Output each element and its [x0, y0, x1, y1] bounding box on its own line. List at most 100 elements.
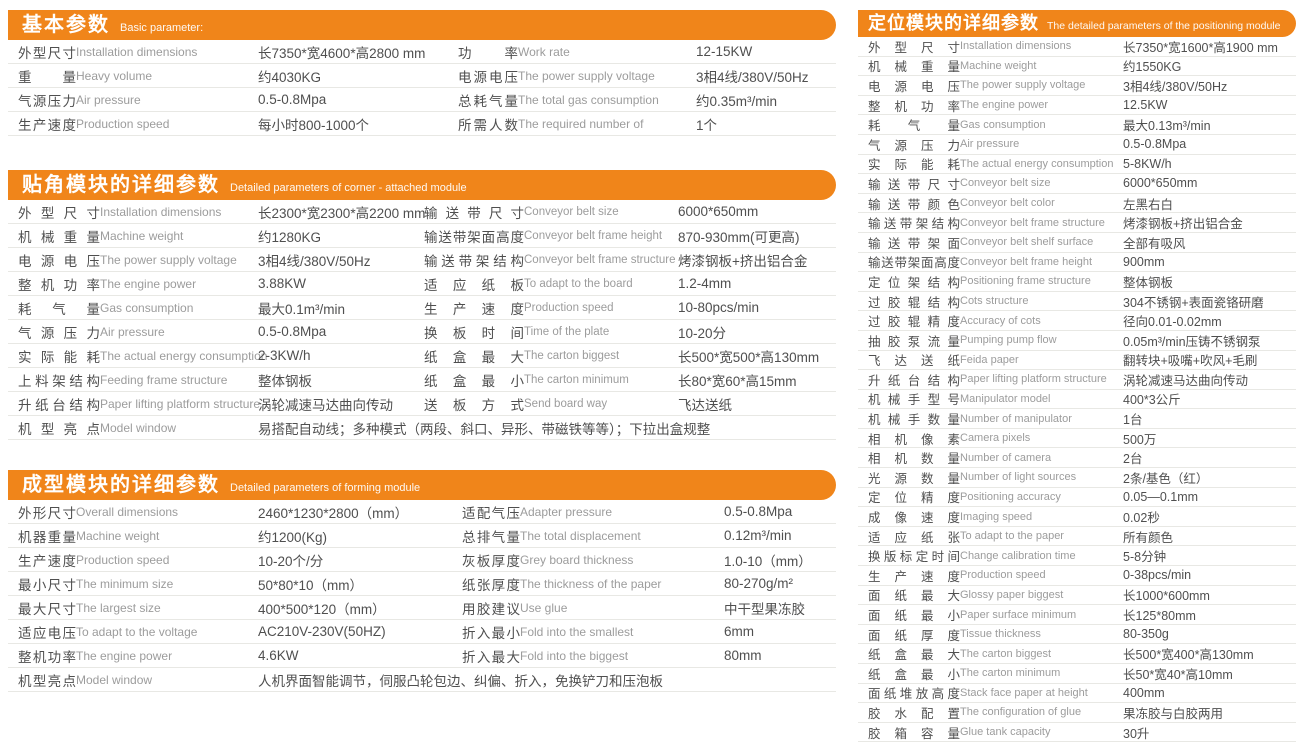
spec-label-en: Fold into the smallest — [520, 624, 634, 639]
spec-label-en: Conveyor belt frame structure — [524, 253, 676, 266]
spec-value: 飞达送纸 — [678, 397, 732, 413]
spec-label-cn: 升纸台结构 — [18, 397, 100, 413]
spec-row: 重量 Heavy volume 约4030KG — [8, 64, 422, 88]
spec-label-cn: 纸盒最大 — [868, 648, 960, 663]
spec-label-cn: 胶箱容量 — [868, 726, 960, 741]
spec-row: 定位架结构 Positioning frame structure 整体钢板 — [858, 272, 1296, 292]
spec-label-cn: 整机功率 — [18, 277, 100, 293]
spec-label-cn: 胶水配置 — [868, 706, 960, 721]
spec-value: 长500*宽500*高130mm — [678, 349, 820, 365]
spec-label-en: Installation dimensions — [960, 40, 1072, 53]
spec-value: 4.6KW — [258, 648, 299, 663]
spec-label-en: The engine power — [960, 99, 1049, 112]
spec-label-cn: 最大尺寸 — [18, 601, 76, 617]
spec-row: 面纸厚度 Tissue thickness 80-350g — [858, 625, 1296, 645]
spec-label-cn: 机械手数量 — [868, 413, 960, 428]
section-title-cn: 基本参数 — [22, 14, 110, 36]
spec-row: 输送带架结构 Conveyor belt frame structure 烤漆钢… — [858, 213, 1296, 233]
spec-value: 400mm — [1123, 685, 1165, 700]
spec-value: 2460*1230*2800（mm） — [258, 505, 409, 521]
spec-value: 长2300*宽2300*高2200 mm — [258, 205, 426, 221]
section-header-corner: 贴角模块的详细参数 Detailed parameters of corner … — [8, 170, 836, 200]
spec-label-en: Glossy paper biggest — [960, 588, 1064, 601]
spec-row: 实际能耗 The actual energy consumption 5-8KW… — [858, 155, 1296, 175]
spec-row: 面纸最大 Glossy paper biggest 长1000*600mm — [858, 586, 1296, 606]
spec-row: 耗气量 Gas consumption 最大0.13m³/min — [858, 115, 1296, 135]
spec-column: 外型尺寸 Installation dimensions 长7350*宽1600… — [858, 37, 1296, 743]
spec-label-en: Conveyor belt frame structure — [960, 216, 1105, 229]
spec-row: 适配气压 Adapter pressure 0.5-0.8Mpa — [422, 500, 836, 524]
spec-row: 整机功率 The engine power 4.6KW — [8, 644, 422, 668]
spec-row: 电源电压 The power supply voltage 3相4线/380V/… — [8, 248, 422, 272]
spec-row: 生产速度 Production speed 每小时800-1000个 — [8, 112, 422, 136]
spec-row: 整机功率 The engine power 12.5KW — [858, 96, 1296, 116]
spec-label-en: Machine weight — [100, 228, 184, 243]
spec-row: 过胶辊精度 Accuracy of cots 径向0.01-0.02mm — [858, 311, 1296, 331]
spec-row: 最小尺寸 The minimum size 50*80*10（mm） — [8, 572, 422, 596]
spec-value: 长7350*宽4600*高2800 mm — [258, 45, 426, 61]
spec-value: 5-8KW/h — [1123, 156, 1172, 171]
spec-label-en: The power supply voltage — [960, 79, 1086, 92]
spec-label-cn: 气源压力 — [18, 93, 76, 109]
spec-row-model-highlights: 机型亮点 Model window 易搭配自动线；多种模式（两段、斜口、异形、带… — [8, 416, 836, 440]
spec-label-cn: 输送带架面 — [868, 236, 960, 251]
spec-value: 径向0.01-0.02mm — [1123, 315, 1222, 330]
spec-row: 气源压力 Air pressure 0.5-0.8Mpa — [8, 320, 422, 344]
spec-label-cn: 外型尺寸 — [18, 45, 76, 61]
spec-label-en: Positioning accuracy — [960, 490, 1061, 503]
spec-value: 涡轮减速马达曲向传动 — [1123, 373, 1249, 388]
spec-label-en: To adapt to the voltage — [76, 624, 198, 639]
spec-value: 涡轮减速马达曲向传动 — [258, 397, 393, 413]
spec-row: 输送带尺寸 Conveyor belt size 6000*650mm — [422, 200, 836, 224]
spec-label-en: The minimum size — [76, 576, 174, 591]
spec-label-en: Machine weight — [76, 528, 160, 543]
spec-value: 500万 — [1123, 432, 1157, 447]
spec-label-cn: 总排气量 — [462, 529, 520, 545]
spec-value: 0-38pcs/min — [1123, 568, 1192, 583]
spec-row: 生产速度 Production speed 0-38pcs/min — [858, 566, 1296, 586]
spec-value: 80mm — [724, 648, 762, 663]
section-title-en: The detailed parameters of the positioni… — [1047, 20, 1281, 32]
spec-row: 外型尺寸 Installation dimensions 长2300*宽2300… — [8, 200, 426, 224]
spec-label-cn: 整机功率 — [868, 99, 960, 114]
spec-value: 最大0.1m³/min — [258, 301, 346, 317]
spec-value: 1个 — [696, 117, 718, 133]
spec-label-en: The power supply voltage — [518, 68, 655, 83]
spec-label-en: Paper lifting platform structure — [960, 373, 1107, 386]
spec-label-en: Conveyor belt color — [960, 197, 1055, 210]
spec-label-en: Feeding frame structure — [100, 372, 228, 387]
spec-label-en: Model window — [100, 420, 177, 435]
spec-label-en: Accuracy of cots — [960, 314, 1041, 327]
spec-label-cn: 定位架结构 — [868, 275, 960, 290]
spec-label-cn: 生产速度 — [868, 569, 960, 584]
spec-value: 10-20分 — [678, 325, 727, 341]
section-title-en: Basic parameter: — [120, 22, 204, 34]
spec-label-en: Conveyor belt frame height — [524, 229, 663, 242]
spec-label-cn: 输送带架结构 — [868, 217, 960, 232]
spec-value: 6000*650mm — [678, 204, 759, 219]
spec-row: 最大尺寸 The largest size 400*500*120（mm） — [8, 596, 422, 620]
section-title-cn: 贴角模块的详细参数 — [22, 174, 220, 196]
spec-row: 所需人数 The required number of 1个 — [422, 112, 836, 136]
spec-label-cn: 生产速度 — [424, 301, 524, 317]
spec-value: 3相4线/380V/50Hz — [696, 69, 809, 85]
spec-value: 烤漆钢板+挤出铝合金 — [1123, 217, 1243, 232]
spec-label-cn: 定位精度 — [868, 491, 960, 506]
spec-row: 实际能耗 The actual energy consumption 2-3KW… — [8, 344, 422, 368]
spec-column-left: 外形尺寸 Overall dimensions 2460*1230*2800（m… — [8, 500, 422, 668]
spec-row: 纸盒最小 The carton minimum 长50*宽40*高10mm — [858, 664, 1296, 684]
spec-label-cn: 折入最小 — [462, 625, 520, 641]
spec-label-en: The engine power — [100, 276, 197, 291]
spec-label-en: To adapt to the board — [524, 277, 633, 290]
spec-row: 输送带架结构 Conveyor belt frame structure 烤漆钢… — [422, 248, 836, 272]
spec-column-left: 外型尺寸 Installation dimensions 长7350*宽4600… — [8, 40, 426, 136]
spec-row: 换版标定时间 Change calibration time 5-8分钟 — [858, 546, 1296, 567]
spec-value: 人机界面智能调节，伺服凸轮包边、纠偏、折入，免换铲刀和压泡板 — [258, 673, 663, 689]
spec-label-en: Manipulator model — [960, 392, 1051, 405]
spec-row: 输送带架面高度 Conveyor belt frame height 900mm — [858, 253, 1296, 273]
section-corner-module: 贴角模块的详细参数 Detailed parameters of corner … — [8, 170, 836, 440]
spec-value: 304不锈钢+表面瓷铬研磨 — [1123, 295, 1264, 310]
spec-label-en: Production speed — [76, 552, 170, 567]
spec-label-cn: 机型亮点 — [18, 421, 100, 437]
